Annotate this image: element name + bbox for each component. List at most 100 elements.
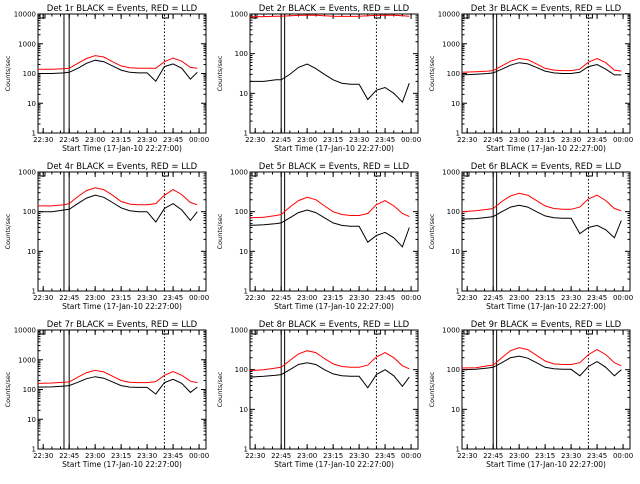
detector-panel: Det 9r BLACK = Events, RED = LLD 1 10 100 10… bbox=[428, 320, 633, 469]
x-tick-label: 23:15 bbox=[323, 294, 343, 302]
lld-series-line bbox=[37, 369, 198, 384]
marker-flag bbox=[161, 172, 169, 177]
y-tick-label: 1000 bbox=[442, 40, 460, 48]
events-series-line bbox=[461, 204, 622, 239]
x-tick-label: 23:45 bbox=[163, 294, 183, 302]
detector-panel: Det 5r BLACK = Events, RED = LLD 1 10 100 10… bbox=[216, 162, 421, 311]
x-tick-label: 23:00 bbox=[297, 136, 317, 144]
x-tick-label: 22:30 bbox=[33, 452, 53, 460]
start-flag bbox=[39, 330, 46, 335]
start-flag bbox=[251, 172, 258, 177]
y-axis-label: Counts/sec bbox=[216, 213, 224, 249]
x-tick-label: 22:45 bbox=[483, 294, 503, 302]
y-tick-label: 100 bbox=[235, 366, 248, 374]
y-tick-label: 10 bbox=[451, 406, 460, 414]
y-tick-label: 1000 bbox=[442, 169, 460, 177]
x-tick-label: 23:15 bbox=[111, 136, 131, 144]
y-tick-label: 1000 bbox=[18, 40, 36, 48]
x-axis-label: Start Time (17-Jan-10 22:27:00) bbox=[486, 144, 606, 153]
y-tick-label: 1 bbox=[32, 130, 36, 138]
x-tick-label: 00:00 bbox=[189, 294, 209, 302]
x-tick-label: 23:30 bbox=[349, 294, 369, 302]
x-tick-label: 23:15 bbox=[535, 294, 555, 302]
x-tick-label: 22:45 bbox=[483, 136, 503, 144]
y-tick-label: 100 bbox=[23, 208, 36, 216]
y-tick-label: 1 bbox=[244, 130, 248, 138]
detector-panel: Det 7r BLACK = Events, RED = LLD 1 10 100 10… bbox=[4, 320, 209, 469]
x-tick-label: 23:30 bbox=[137, 136, 157, 144]
x-axis-label: Start Time (17-Jan-10 22:27:00) bbox=[62, 302, 182, 311]
y-tick-label: 1000 bbox=[230, 11, 248, 19]
x-tick-label: 23:00 bbox=[509, 136, 529, 144]
x-tick-label: 22:30 bbox=[245, 136, 265, 144]
detector-panel: Det 8r BLACK = Events, RED = LLD 1 10 100 10… bbox=[216, 320, 421, 469]
x-tick-label: 23:15 bbox=[111, 452, 131, 460]
lld-series-line bbox=[249, 14, 410, 18]
events-series-line bbox=[249, 362, 410, 389]
detector-panel: Det 3r BLACK = Events, RED = LLD 1 10 100 10… bbox=[428, 4, 633, 153]
y-axis-label: Counts/sec bbox=[4, 55, 12, 91]
x-tick-label: 23:30 bbox=[137, 294, 157, 302]
x-tick-label: 22:30 bbox=[245, 452, 265, 460]
panel-title: Det 8r BLACK = Events, RED = LLD bbox=[259, 320, 410, 330]
x-axis-label: Start Time (17-Jan-10 22:27:00) bbox=[62, 460, 182, 469]
lld-series-line bbox=[461, 57, 622, 73]
y-tick-label: 1000 bbox=[230, 327, 248, 335]
plot-frame bbox=[37, 13, 207, 134]
marker-flag bbox=[161, 14, 169, 19]
start-flag bbox=[463, 330, 470, 335]
x-tick-label: 23:45 bbox=[587, 294, 607, 302]
marker-flag bbox=[373, 330, 381, 335]
panel-title: Det 7r BLACK = Events, RED = LLD bbox=[47, 320, 198, 330]
y-axis-label: Counts/sec bbox=[216, 55, 224, 91]
marker-flag bbox=[161, 330, 169, 335]
plot-frame bbox=[37, 329, 207, 450]
x-tick-label: 00:00 bbox=[613, 452, 633, 460]
y-tick-label: 1000 bbox=[230, 169, 248, 177]
y-tick-label: 1 bbox=[456, 446, 460, 454]
x-tick-label: 00:00 bbox=[189, 136, 209, 144]
start-flag bbox=[251, 330, 258, 335]
x-tick-label: 23:15 bbox=[111, 294, 131, 302]
x-tick-label: 23:15 bbox=[535, 136, 555, 144]
y-axis-label: Counts/sec bbox=[216, 371, 224, 407]
x-axis-label: Start Time (17-Jan-10 22:27:00) bbox=[62, 144, 182, 153]
x-tick-label: 23:00 bbox=[85, 452, 105, 460]
x-axis-label: Start Time (17-Jan-10 22:27:00) bbox=[274, 144, 394, 153]
x-tick-label: 22:30 bbox=[457, 136, 477, 144]
x-tick-label: 22:30 bbox=[457, 294, 477, 302]
x-tick-label: 22:30 bbox=[33, 136, 53, 144]
start-flag bbox=[251, 14, 258, 19]
x-tick-label: 23:45 bbox=[163, 452, 183, 460]
y-tick-label: 10 bbox=[27, 248, 36, 256]
x-tick-label: 23:45 bbox=[587, 136, 607, 144]
x-tick-label: 23:00 bbox=[85, 136, 105, 144]
x-tick-label: 22:30 bbox=[33, 294, 53, 302]
marker-flag bbox=[585, 14, 593, 19]
lld-series-line bbox=[461, 192, 622, 213]
start-flag bbox=[39, 172, 46, 177]
x-tick-label: 23:00 bbox=[297, 294, 317, 302]
x-tick-label: 23:45 bbox=[375, 294, 395, 302]
y-tick-label: 1 bbox=[32, 446, 36, 454]
start-flag bbox=[463, 172, 470, 177]
x-tick-label: 00:00 bbox=[401, 294, 421, 302]
x-tick-label: 00:00 bbox=[401, 136, 421, 144]
x-tick-label: 23:00 bbox=[85, 294, 105, 302]
x-axis-label: Start Time (17-Jan-10 22:27:00) bbox=[274, 460, 394, 469]
plot-frame bbox=[461, 171, 631, 292]
x-tick-label: 00:00 bbox=[613, 136, 633, 144]
x-tick-label: 23:00 bbox=[509, 294, 529, 302]
panel-title: Det 5r BLACK = Events, RED = LLD bbox=[259, 162, 410, 172]
x-axis-label: Start Time (17-Jan-10 22:27:00) bbox=[274, 302, 394, 311]
y-tick-label: 10 bbox=[27, 100, 36, 108]
events-series-line bbox=[38, 194, 198, 223]
marker-flag bbox=[585, 330, 593, 335]
y-axis-label: Counts/sec bbox=[4, 213, 12, 249]
y-tick-label: 1 bbox=[32, 288, 36, 296]
x-axis-label: Start Time (17-Jan-10 22:27:00) bbox=[486, 460, 606, 469]
x-tick-label: 23:45 bbox=[163, 136, 183, 144]
x-tick-label: 22:45 bbox=[483, 452, 503, 460]
x-tick-label: 23:45 bbox=[375, 452, 395, 460]
